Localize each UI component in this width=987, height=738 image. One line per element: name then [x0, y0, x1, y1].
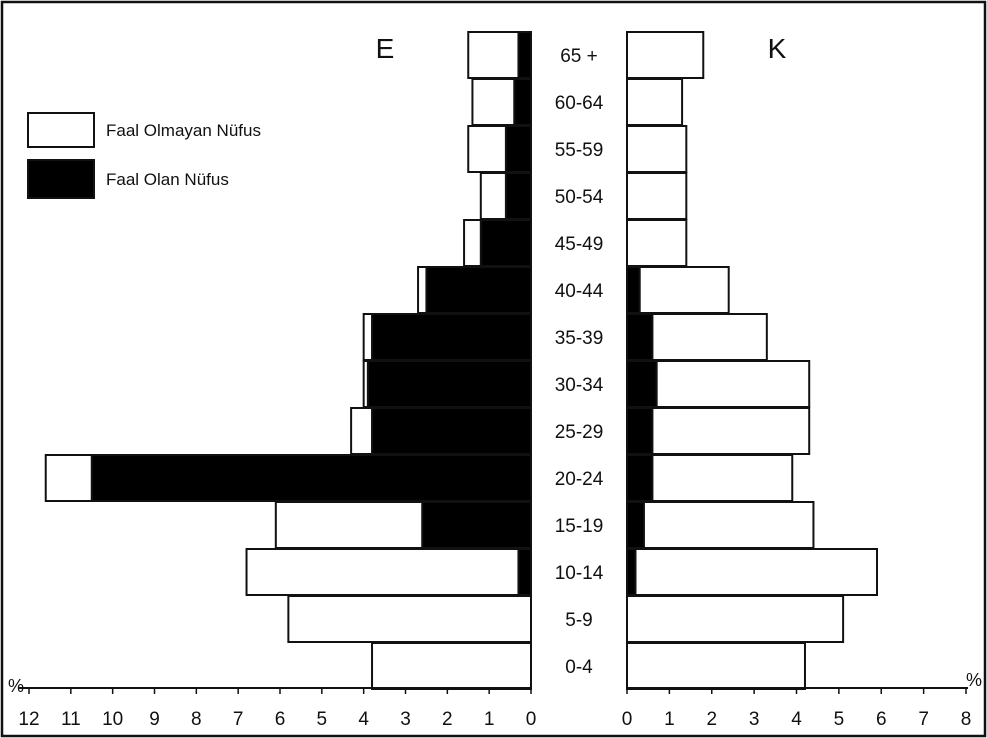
age-label-20-24: 20-24: [555, 469, 604, 490]
bar-male-inactive-50-54: [479, 172, 507, 220]
bar-male-active-65: [517, 31, 533, 79]
bar-male-inactive-65: [467, 31, 520, 79]
tick-label-male-6: 6: [275, 709, 286, 730]
tick-label-female-5: 5: [834, 709, 845, 730]
bar-female-inactive-60-64: [626, 78, 684, 126]
bars-layer: [44, 31, 879, 690]
bar-female-inactive-20-24: [651, 454, 794, 502]
age-label-55-59: 55-59: [555, 140, 604, 161]
tick-label-male-2: 2: [442, 709, 453, 730]
tick-label-male-12: 12: [18, 709, 39, 730]
bar-female-inactive-0-4: [626, 642, 806, 690]
bar-male-active-25-29: [371, 407, 532, 455]
bar-male-inactive-5-9: [287, 595, 532, 643]
bar-female-inactive-35-39: [651, 313, 768, 361]
legend-label-inactive: Faal Olmayan Nüfus: [106, 121, 261, 140]
bar-male-active-60-64: [513, 78, 532, 126]
bar-male-active-50-54: [504, 172, 532, 220]
legend: Faal Olmayan Nüfus Faal Olan Nüfus: [27, 112, 261, 199]
tick-label-male-4: 4: [358, 709, 369, 730]
bar-female-inactive-45-49: [626, 219, 688, 267]
bar-male-inactive-30-34: [362, 360, 369, 408]
panel-label-male: E: [376, 33, 395, 64]
age-label-25-29: 25-29: [555, 422, 604, 443]
tick-label-male-10: 10: [102, 709, 123, 730]
tick-label-male-1: 1: [484, 709, 495, 730]
tick-label-female-3: 3: [749, 709, 760, 730]
legend-label-active: Faal Olan Nüfus: [106, 170, 229, 189]
bar-male-inactive-55-59: [467, 125, 507, 173]
age-label-10-14: 10-14: [555, 563, 604, 584]
bar-female-inactive-65: [626, 31, 705, 79]
tick-label-male-8: 8: [191, 709, 202, 730]
age-label-65: 65 +: [560, 46, 598, 67]
bar-male-active-20-24: [90, 454, 532, 502]
age-label-50-54: 50-54: [555, 187, 604, 208]
bar-male-active-15-19: [421, 501, 533, 549]
tick-label-female-0: 0: [622, 709, 633, 730]
bar-male-inactive-60-64: [471, 78, 516, 126]
tick-label-female-4: 4: [791, 709, 802, 730]
panel-label-female: K: [768, 33, 787, 64]
age-label-30-34: 30-34: [555, 375, 604, 396]
age-label-60-64: 60-64: [555, 93, 604, 114]
bar-female-inactive-55-59: [626, 125, 688, 173]
tick-label-male-0: 0: [526, 709, 537, 730]
tick-label-female-7: 7: [918, 709, 929, 730]
age-label-0-4: 0-4: [565, 657, 593, 678]
bar-male-inactive-35-39: [362, 313, 374, 361]
bar-female-active-25-29: [626, 407, 654, 455]
tick-label-male-11: 11: [61, 709, 81, 730]
age-label-45-49: 45-49: [555, 234, 604, 255]
bar-female-inactive-15-19: [642, 501, 815, 549]
tick-label-male-7: 7: [233, 709, 244, 730]
bar-male-active-45-49: [479, 219, 532, 267]
bar-female-active-20-24: [626, 454, 654, 502]
bar-female-active-15-19: [626, 501, 645, 549]
bar-female-active-10-14: [626, 548, 637, 596]
age-labels: 65 + 60-64 55-59 50-54 45-49 40-44 35-39 30-34 2…: [555, 46, 604, 678]
tick-label-female-1: 1: [664, 709, 675, 730]
bar-female-inactive-50-54: [626, 172, 688, 220]
bar-female-inactive-5-9: [626, 595, 845, 643]
bar-female-inactive-10-14: [634, 548, 879, 596]
legend-swatch-active: [27, 159, 95, 199]
tick-label-female-6: 6: [876, 709, 887, 730]
legend-swatch-inactive: [27, 112, 95, 148]
bar-female-inactive-30-34: [655, 360, 811, 408]
x-unit-label-male: %: [8, 676, 24, 696]
bar-male-active-10-14: [517, 548, 533, 596]
bar-female-active-35-39: [626, 313, 654, 361]
bar-female-active-40-44: [626, 266, 641, 314]
tick-label-female-8: 8: [961, 709, 972, 730]
age-label-35-39: 35-39: [555, 328, 604, 349]
bar-male-active-35-39: [371, 313, 532, 361]
bar-male-inactive-25-29: [350, 407, 374, 455]
bar-male-inactive-15-19: [274, 501, 424, 549]
bar-male-inactive-40-44: [417, 266, 428, 314]
bar-female-inactive-40-44: [638, 266, 730, 314]
bar-male-inactive-0-4: [371, 642, 532, 690]
tick-label-male-3: 3: [400, 709, 411, 730]
bar-male-inactive-20-24: [44, 454, 93, 502]
bar-male-inactive-45-49: [463, 219, 482, 267]
x-axis: % % 12 11 10 9 8 7 6 5 4 3 2 1 0 0 1 2 3 4 5 6 7 8: [8, 670, 982, 730]
x-unit-label-female: %: [966, 670, 982, 690]
tick-label-male-5: 5: [317, 709, 328, 730]
age-label-40-44: 40-44: [555, 281, 604, 302]
bar-male-inactive-10-14: [245, 548, 520, 596]
tick-label-male-9: 9: [149, 709, 160, 730]
bar-male-active-55-59: [504, 125, 532, 173]
bar-male-active-30-34: [366, 360, 532, 408]
age-label-5-9: 5-9: [565, 610, 592, 631]
bar-male-active-40-44: [425, 266, 532, 314]
bar-female-active-30-34: [626, 360, 658, 408]
tick-label-female-2: 2: [706, 709, 717, 730]
bar-female-inactive-25-29: [651, 407, 811, 455]
age-label-15-19: 15-19: [555, 516, 604, 537]
